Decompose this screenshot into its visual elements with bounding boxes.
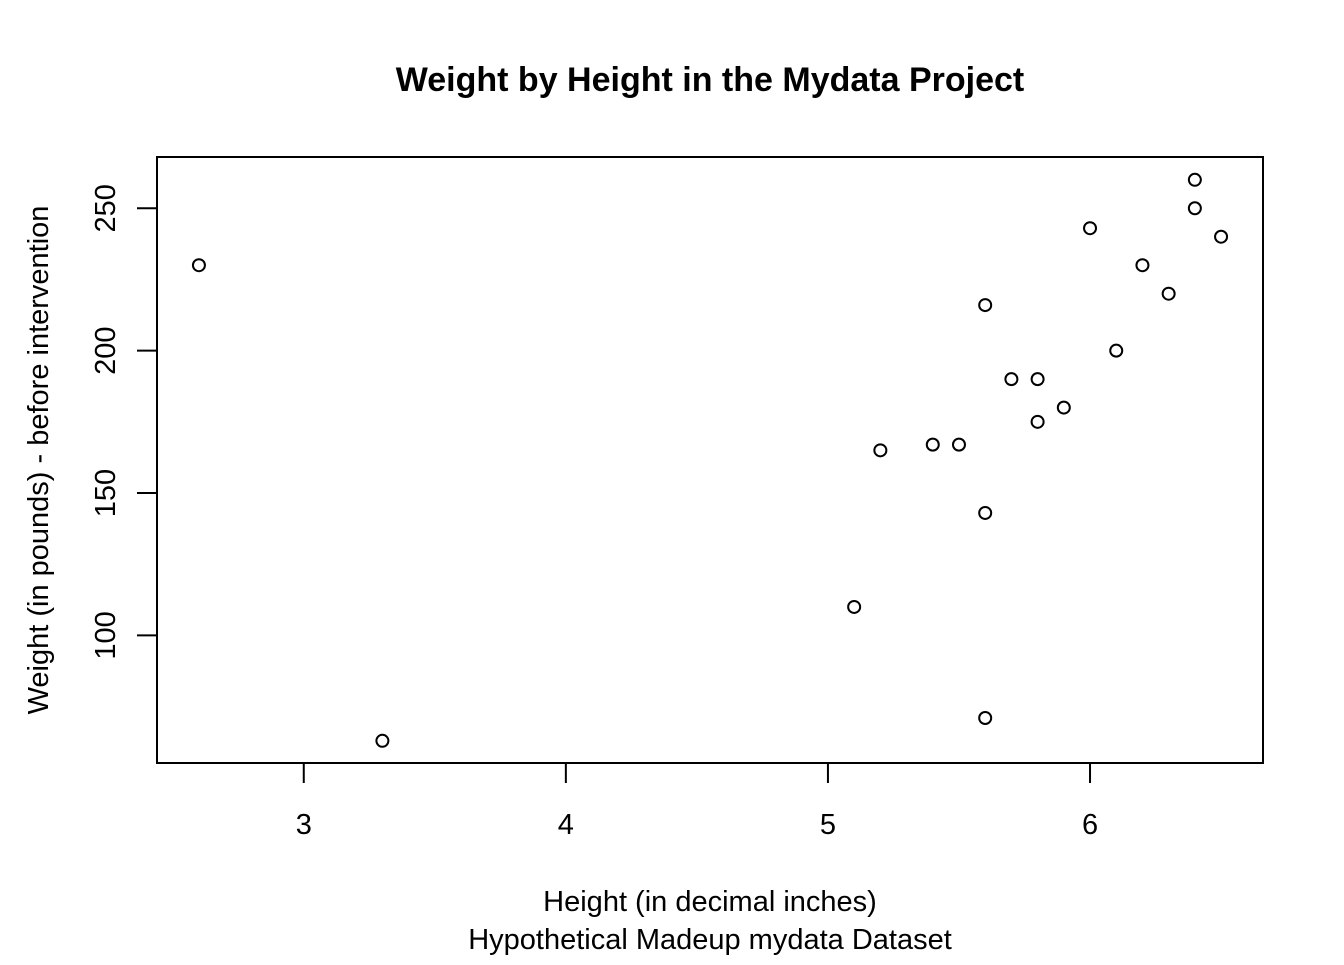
chart-title: Weight by Height in the Mydata Project	[396, 61, 1024, 99]
plot-area-frame	[156, 156, 1264, 764]
data-point	[1187, 201, 1202, 216]
data-point	[1187, 172, 1202, 187]
data-point	[978, 298, 993, 313]
data-point	[951, 437, 966, 452]
y-tick-label: 150	[90, 469, 122, 517]
data-point	[1030, 372, 1045, 387]
data-point	[1004, 372, 1019, 387]
data-point	[375, 733, 390, 748]
y-tick-label: 100	[90, 611, 122, 659]
x-axis: 3 4 5 6	[296, 762, 1098, 841]
x-tick-label: 5	[820, 809, 836, 841]
data-point	[1109, 343, 1124, 358]
data-point	[1030, 414, 1045, 429]
data-point	[1083, 221, 1098, 236]
data-point	[925, 437, 940, 452]
y-axis-label: Weight (in pounds) - before intervention	[23, 206, 55, 715]
data-point	[191, 258, 206, 273]
data-points	[191, 172, 1229, 748]
x-tick-label: 3	[296, 809, 312, 841]
data-point	[1135, 258, 1150, 273]
data-point	[1161, 286, 1176, 301]
y-axis: 100 150 200 250	[90, 184, 158, 660]
data-point	[1056, 400, 1071, 415]
data-point	[873, 443, 888, 458]
x-tick-label: 4	[558, 809, 574, 841]
x-tick-label: 6	[1082, 809, 1098, 841]
data-point	[1214, 229, 1229, 244]
data-point	[978, 711, 993, 726]
data-point	[847, 599, 862, 614]
x-axis-label: Height (in decimal inches)	[543, 886, 877, 918]
chart-subtitle: Hypothetical Madeup mydata Dataset	[468, 924, 952, 956]
y-tick-label: 250	[90, 184, 122, 232]
y-tick-label: 200	[90, 326, 122, 374]
data-point	[978, 505, 993, 520]
